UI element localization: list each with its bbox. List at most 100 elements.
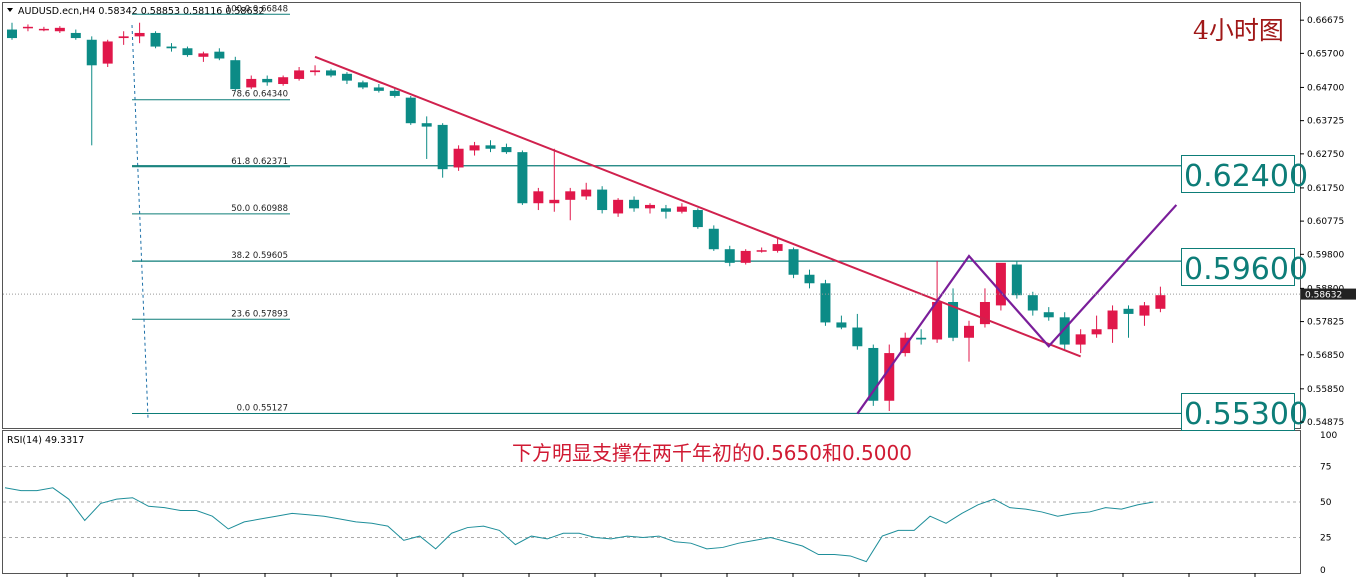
bearish-candle (868, 347, 879, 401)
bearish-candle (262, 78, 273, 83)
bearish-candle (150, 32, 161, 47)
bearish-candle (7, 29, 17, 39)
bullish-candle (1107, 310, 1118, 330)
bullish-candle (198, 53, 209, 57)
bearish-candle (86, 39, 97, 66)
rsi-line (4, 487, 1154, 563)
bearish-candle (948, 301, 959, 338)
rsi-tick-label: 25 (1320, 534, 1331, 544)
rsi-axis: 100 75 50 25 0 (1320, 431, 1337, 576)
bearish-candle (389, 90, 400, 96)
bearish-candle (373, 87, 384, 91)
bearish-candle (788, 249, 799, 275)
bullish-candle (932, 301, 943, 340)
bearish-candle (708, 228, 719, 250)
price-tick-label: 0.55850 (1307, 385, 1344, 395)
bullish-candle (581, 189, 592, 197)
bullish-candle (740, 250, 751, 263)
trend-lines (314, 55, 1178, 415)
current-price-tag: 0.58632 (1301, 288, 1356, 301)
main-panel-frame (2, 2, 1301, 429)
downtrend-line (314, 55, 1082, 358)
bearish-candle (421, 123, 432, 127)
bullish-candle (246, 78, 257, 88)
bearish-candle (326, 70, 336, 76)
bullish-candle (772, 244, 783, 251)
fib-level-label: 23.6 0.57893 (231, 309, 288, 319)
rsi-tick-label: 75 (1320, 463, 1331, 473)
bullish-candle (565, 191, 576, 200)
bearish-candle (916, 337, 927, 340)
timeframe-label: 4小时图 (1193, 16, 1284, 45)
horizontal-levels (132, 165, 1181, 415)
bullish-candle (549, 199, 560, 204)
bullish-candle (134, 32, 145, 37)
price-tick-label: 0.64700 (1307, 83, 1344, 93)
current-price-value: 0.58632 (1305, 291, 1342, 301)
bullish-candle (884, 353, 895, 401)
price-tick-label: 0.62750 (1307, 150, 1344, 160)
bullish-candle (453, 148, 464, 168)
bearish-candle (501, 147, 512, 153)
level-label-low: 0.55300 (1184, 397, 1308, 432)
symbol-header: AUDUSD.ecn,H4 0.58342 0.58853 0.58116 0.… (18, 6, 265, 17)
bearish-candle (214, 51, 225, 59)
bullish-candle (995, 262, 1006, 306)
bearish-candle (357, 82, 368, 88)
price-tick-label: 0.66675 (1307, 16, 1344, 26)
bullish-candle (964, 325, 974, 338)
bearish-candle (1043, 312, 1054, 318)
price-tick-label: 0.57825 (1307, 318, 1344, 328)
level-label-high: 0.62400 (1184, 159, 1308, 194)
bullish-candle (38, 28, 49, 31)
bullish-candle (979, 301, 990, 325)
rsi-tick-label: 50 (1320, 498, 1332, 508)
price-tick-label: 0.65700 (1307, 49, 1344, 59)
bullish-candle (1091, 329, 1102, 335)
bullish-candle (613, 199, 624, 214)
bearish-candle (660, 208, 671, 212)
fib-level-label: 78.6 0.64340 (231, 90, 288, 100)
candlesticks (7, 22, 1166, 411)
rsi-tick-label: 100 (1320, 431, 1337, 441)
bearish-candle (182, 48, 193, 56)
price-tick-label: 0.63725 (1307, 117, 1344, 127)
bullish-candle (310, 70, 321, 73)
bearish-candle (1123, 308, 1134, 314)
bullish-candle (102, 41, 113, 64)
bearish-candle (804, 274, 815, 284)
level-box-055300: 0.55300 (1181, 393, 1308, 432)
bullish-candle (22, 26, 33, 29)
bearish-candle (517, 152, 528, 204)
rsi-tick-label: 0 (1320, 566, 1326, 576)
fib-level-label: 38.2 0.59605 (231, 251, 288, 261)
rsi-grid (3, 466, 1300, 538)
bearish-candle (597, 189, 608, 211)
bearish-candle (405, 97, 416, 124)
support-note: 下方明显支撑在两千年初的0.5650和0.5000 (512, 441, 912, 465)
time-axis-ticks (66, 573, 1256, 577)
price-tick-label: 0.60775 (1307, 217, 1344, 227)
bearish-candle (437, 124, 448, 170)
bullish-candle (1075, 334, 1086, 345)
bearish-candle (166, 46, 177, 49)
collapse-triangle-icon[interactable] (7, 8, 13, 12)
bullish-candle (278, 77, 289, 85)
bullish-candle (1155, 295, 1166, 309)
bullish-candle (1139, 305, 1150, 316)
bearish-candle (724, 249, 735, 263)
level-box-059600: 0.59600 (1181, 248, 1308, 287)
bearish-candle (820, 283, 831, 323)
bearish-candle (70, 32, 81, 39)
price-axis: 0.66675 0.65700 0.64700 0.63725 0.62750 0.617… (1300, 16, 1344, 428)
bullish-candle (118, 36, 129, 39)
bearish-candle (629, 199, 640, 209)
bearish-candle (852, 327, 863, 347)
bullish-candle (54, 27, 65, 32)
bearish-candle (230, 60, 241, 90)
fib-level-label: 50.0 0.60988 (231, 204, 288, 214)
level-label-mid: 0.59600 (1184, 252, 1308, 287)
bearish-candle (341, 73, 352, 81)
bullish-candle (469, 145, 480, 151)
